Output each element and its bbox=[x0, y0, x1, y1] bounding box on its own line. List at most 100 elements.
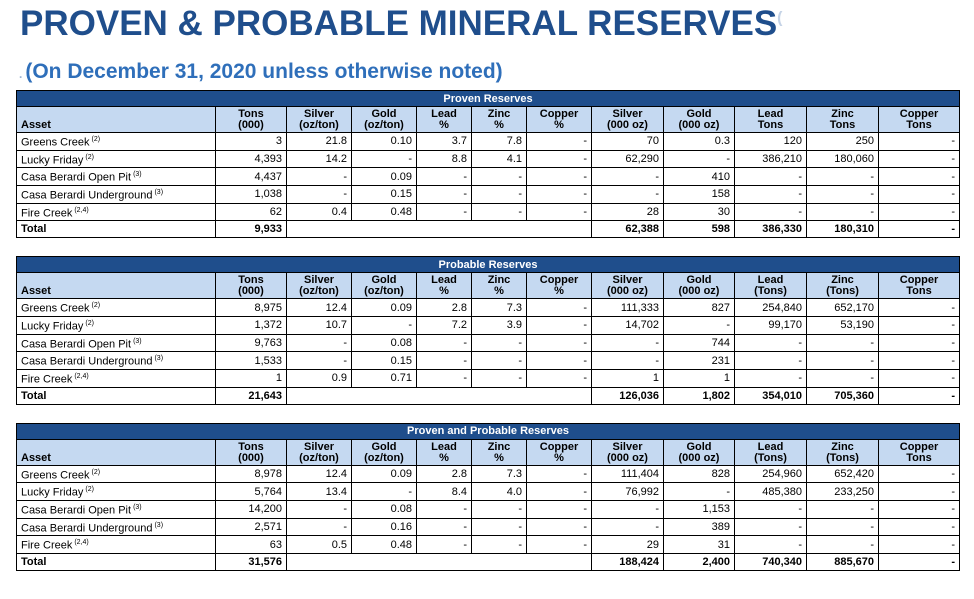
value-cell: 0.15 bbox=[351, 351, 417, 370]
value-cell: 0.71 bbox=[351, 368, 417, 388]
value-cell: 0.3 bbox=[663, 132, 735, 151]
value-cell: 2,571 bbox=[215, 517, 287, 537]
column-header: Copper% bbox=[526, 272, 592, 300]
value-cell: 1 bbox=[215, 368, 287, 388]
value-cell: 2.8 bbox=[416, 464, 472, 484]
column-header-line: Gold bbox=[371, 440, 397, 453]
table-row: Casa Berardi Underground (3) 1,533-0.15- - -… bbox=[16, 351, 961, 370]
column-header: Copper% bbox=[526, 106, 592, 133]
column-header-line: Copper bbox=[539, 274, 579, 287]
value-cell: 7.2 bbox=[416, 315, 472, 335]
value-cell: - bbox=[734, 167, 807, 186]
value-cell: - bbox=[526, 499, 592, 519]
asset-name: Casa Berardi Open Pit bbox=[21, 504, 132, 517]
table-row: Greens Creek (2) 8,978 12.4 0.09 2.8 7.3-111,4… bbox=[16, 464, 961, 484]
total-label: Total bbox=[16, 386, 216, 405]
spacer-cell bbox=[16, 404, 960, 424]
subtitle-mark: . bbox=[19, 67, 23, 81]
value-cell: 4.0 bbox=[471, 482, 527, 501]
value-cell: - bbox=[526, 132, 592, 151]
value-cell: 4.1 bbox=[471, 149, 527, 169]
value-cell: 0.09 bbox=[351, 167, 417, 186]
footnote-ref: (2) bbox=[91, 468, 101, 476]
column-header-line: Tons bbox=[238, 274, 264, 287]
column-header-line: Copper bbox=[899, 108, 939, 120]
total-tons: 9,933 bbox=[215, 220, 287, 239]
column-header: Silver (oz/ton) bbox=[286, 106, 352, 133]
value-cell: 0.08 bbox=[351, 333, 417, 353]
column-header-line: Silver bbox=[612, 108, 643, 120]
value-cell: - bbox=[877, 368, 961, 388]
value-cell: 8.8 bbox=[416, 149, 472, 169]
value-cell: - bbox=[877, 517, 961, 537]
value-cell: 5,764 bbox=[215, 482, 287, 501]
value-cell: - bbox=[806, 499, 879, 519]
asset-name: Casa Berardi Open Pit bbox=[21, 171, 132, 184]
value-cell: - bbox=[471, 167, 527, 186]
total-value: 126,036 bbox=[591, 386, 664, 405]
value-cell: 8.4 bbox=[416, 482, 472, 501]
column-header-line: % bbox=[439, 451, 449, 464]
value-cell: - bbox=[806, 535, 879, 554]
footnote-ref: (2) bbox=[85, 153, 94, 161]
footnote-ref: (2) bbox=[91, 136, 101, 143]
column-header: Copper Tons bbox=[877, 438, 961, 466]
column-header-line: Tons bbox=[906, 451, 932, 464]
column-header-line: Lead bbox=[431, 274, 457, 287]
page-subtitle: . (On December 31, 2020 unless otherwise … bbox=[19, 60, 503, 84]
value-cell: - bbox=[806, 368, 879, 388]
value-cell: - bbox=[471, 368, 527, 388]
value-cell: - bbox=[526, 149, 592, 169]
value-cell: 10.7 bbox=[286, 315, 352, 335]
asset-name: Casa Berardi Underground bbox=[21, 522, 153, 535]
total-label: Total bbox=[16, 552, 216, 571]
value-cell: 1,153 bbox=[663, 499, 735, 519]
asset-name: Greens Creek bbox=[21, 136, 90, 149]
asset-cell: Fire Creek (2,4) bbox=[16, 368, 216, 388]
value-cell: 485,380 bbox=[734, 482, 807, 501]
value-cell: - bbox=[526, 535, 592, 554]
column-header-line: (Tons) bbox=[826, 451, 859, 464]
column-header-line: (000 oz) bbox=[678, 451, 720, 464]
value-cell: - bbox=[351, 482, 417, 501]
value-cell: 0.5 bbox=[286, 535, 352, 554]
value-cell: - bbox=[734, 333, 807, 353]
value-cell: - bbox=[416, 333, 472, 353]
total-row: Total 9,933 62,388 598 386,330 180,310- bbox=[16, 220, 961, 239]
total-row: Total 21,643 126,036 1,802 354,010 705,360- bbox=[16, 386, 961, 405]
value-cell: - bbox=[663, 315, 735, 335]
asset-cell: Casa Berardi Open Pit (3) bbox=[16, 167, 216, 186]
column-header-line: (oz/ton) bbox=[299, 285, 339, 298]
asset-name: Greens Creek bbox=[21, 302, 90, 315]
asset-name: Greens Creek bbox=[21, 469, 90, 482]
column-header: Asset bbox=[16, 438, 216, 466]
value-cell: - bbox=[526, 351, 592, 370]
value-cell: 12.4 bbox=[286, 298, 352, 317]
footnote-ref: (3) bbox=[133, 503, 142, 511]
footnote-ref: (2) bbox=[91, 302, 101, 310]
value-cell: - bbox=[591, 184, 664, 204]
value-cell: - bbox=[526, 517, 592, 537]
section-header-probable-reserves: Probable Reserves bbox=[15, 256, 961, 274]
value-cell: 31 bbox=[663, 535, 735, 554]
value-cell: 99,170 bbox=[734, 315, 807, 335]
value-cell: 0.4 bbox=[286, 202, 352, 222]
value-cell: 12.4 bbox=[286, 464, 352, 484]
reserves-table-body: Proven Reserves Asset Tons (000) Silver (oz/t… bbox=[15, 90, 961, 571]
table-row: Lucky Friday (2) 1,372 10.7-7.2 3.9-14,702-9… bbox=[16, 315, 961, 335]
column-header-line: (oz/ton) bbox=[364, 285, 404, 298]
column-header-line: (000) bbox=[238, 119, 264, 131]
column-header: Lead (Tons) bbox=[734, 438, 807, 466]
column-header: Zinc Tons bbox=[806, 106, 879, 133]
value-cell: - bbox=[471, 333, 527, 353]
column-header-line: Gold bbox=[686, 440, 712, 453]
column-header-line: % bbox=[494, 119, 504, 131]
total-row: Total 31,576 188,424 2,400 740,340 885,670- bbox=[16, 552, 961, 571]
table-row: Greens Creek (2) 3 21.8 0.10 3.7 7.8-70 0.3 120 2… bbox=[16, 132, 961, 151]
column-header: Gold (oz/ton) bbox=[351, 106, 417, 133]
column-header: Lead% bbox=[416, 438, 472, 466]
column-header: Tons (000) bbox=[215, 272, 287, 300]
value-cell: - bbox=[877, 535, 961, 554]
value-cell: - bbox=[806, 333, 879, 353]
asset-cell: Casa Berardi Underground (3) bbox=[16, 184, 216, 204]
